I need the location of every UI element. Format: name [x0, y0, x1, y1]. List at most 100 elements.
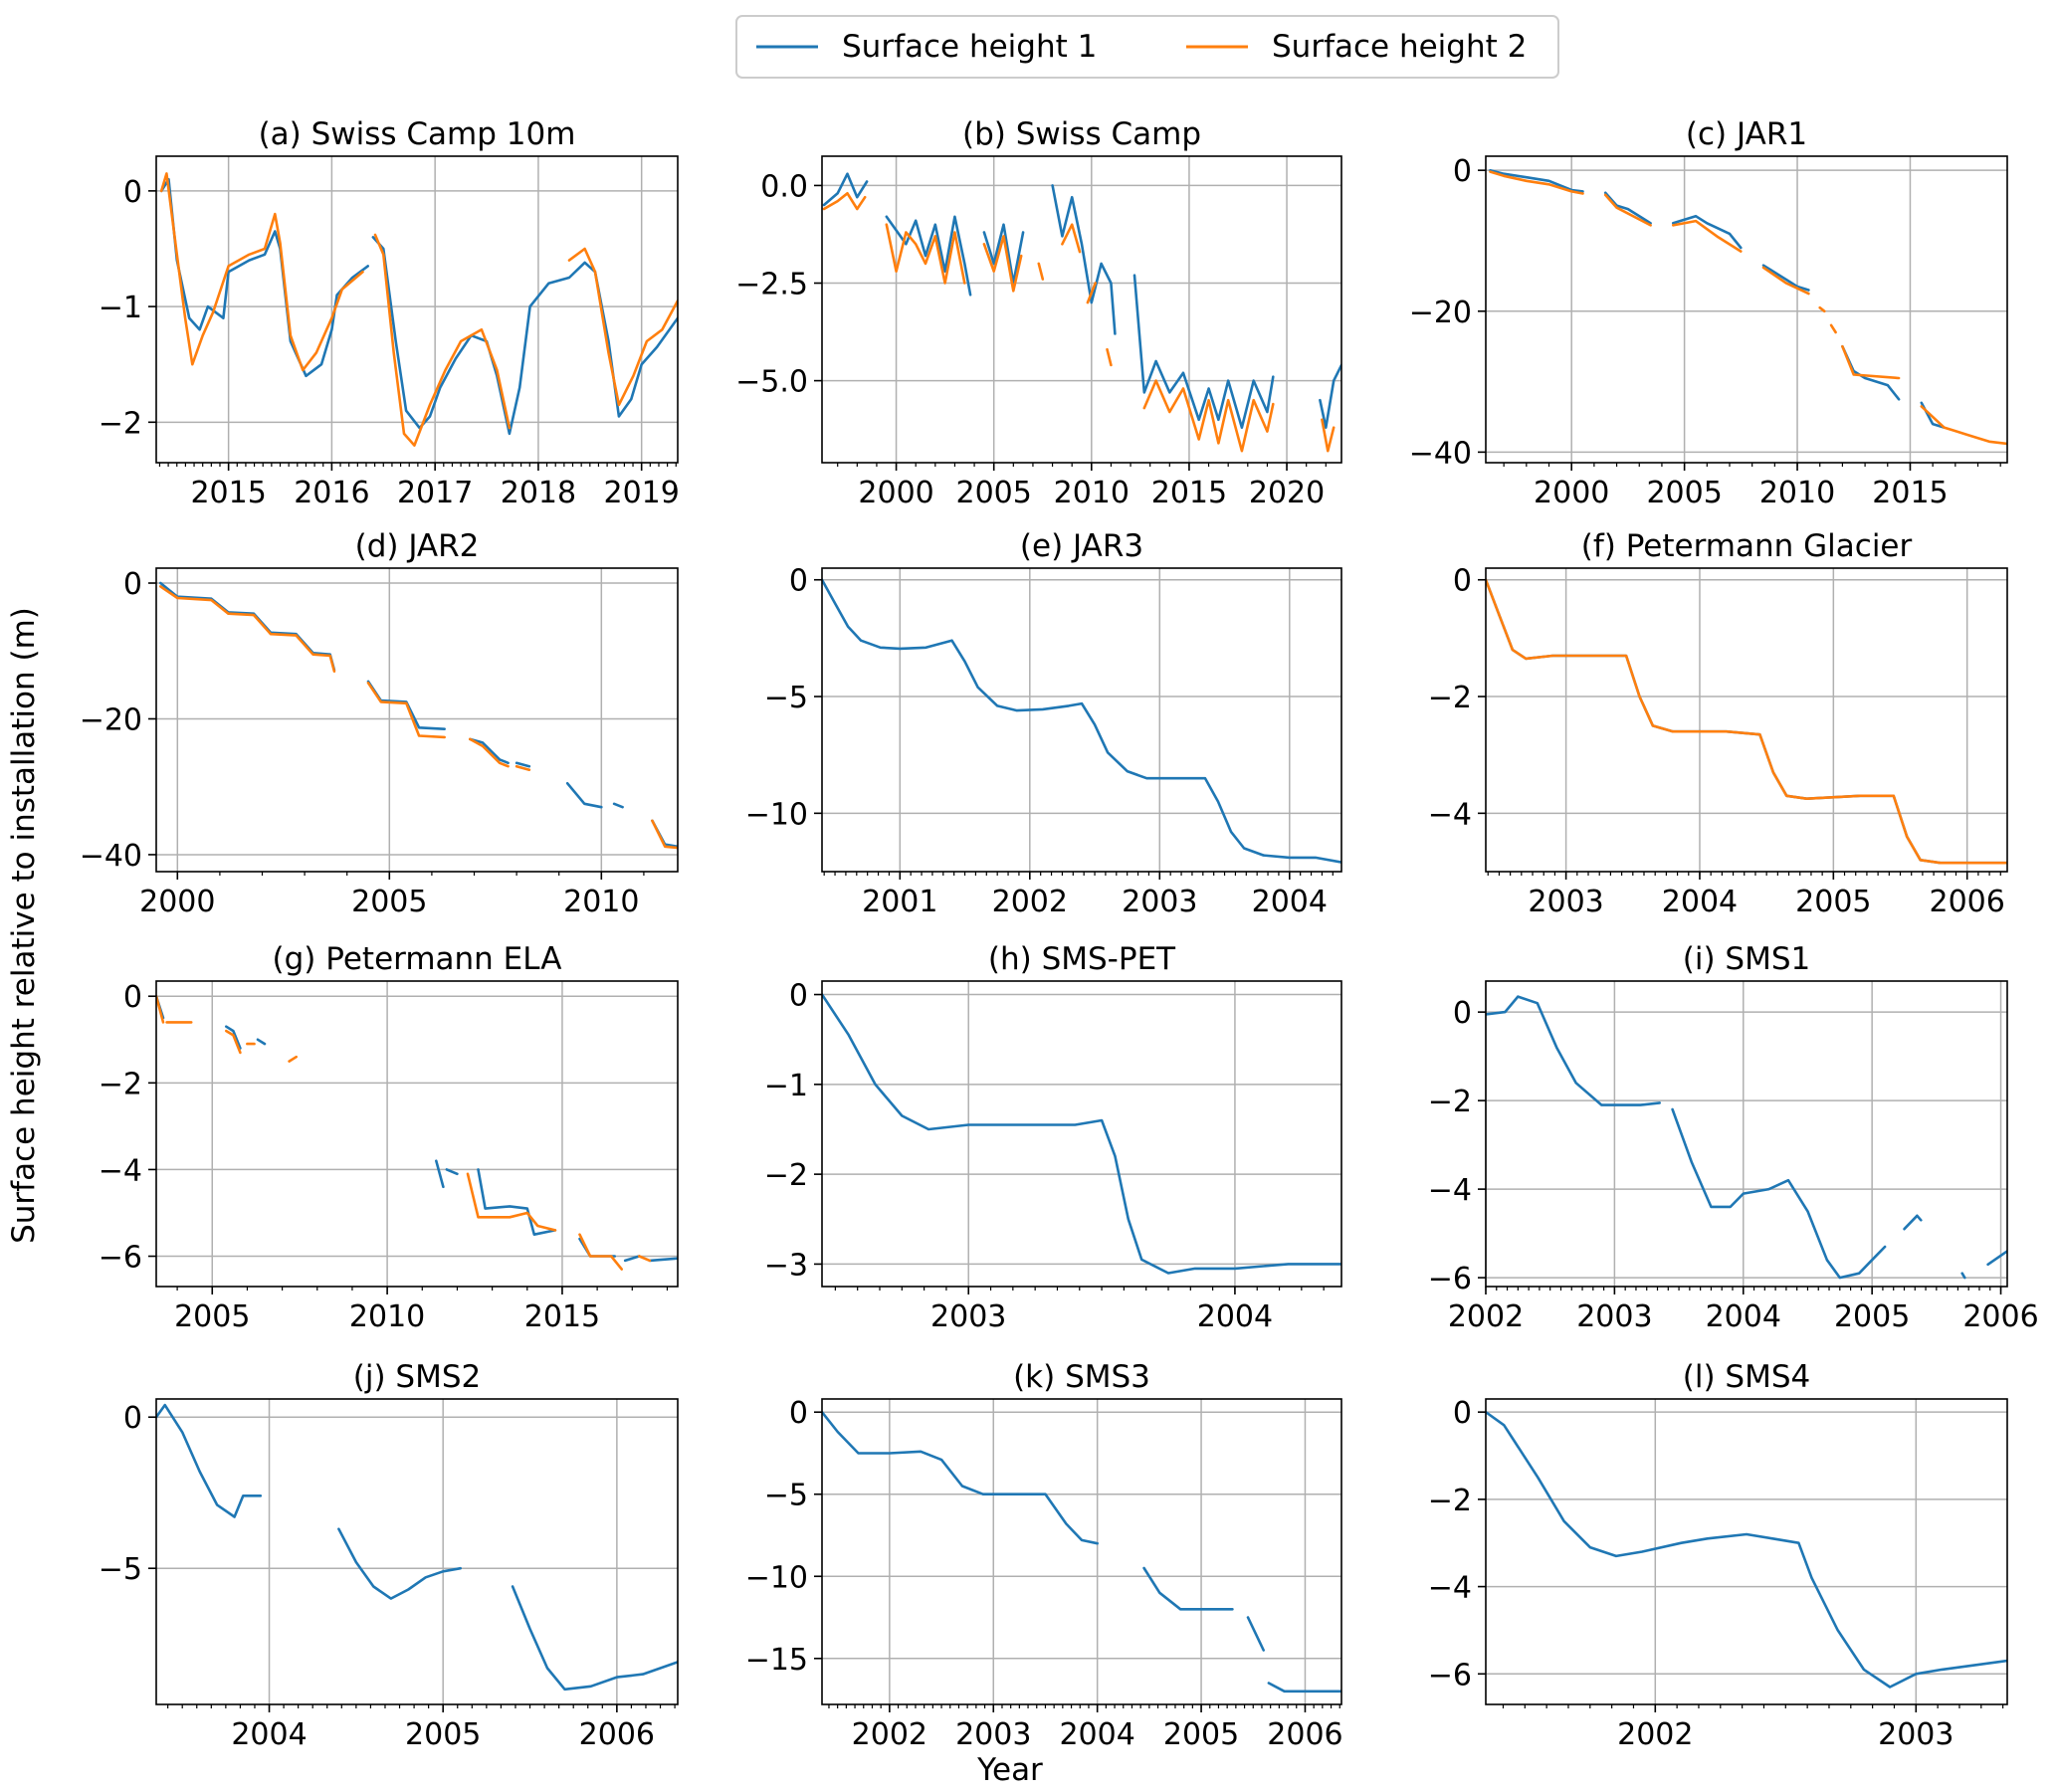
x-tick-label: 2020 — [1249, 476, 1325, 510]
x-tick-label: 2000 — [1534, 476, 1609, 510]
y-tick-label: −5 — [99, 1552, 142, 1587]
x-tick-label: 2005 — [1163, 1717, 1239, 1752]
y-tick-label: −4 — [99, 1153, 142, 1188]
y-tick-label: −10 — [745, 1560, 808, 1595]
y-tick-label: 0 — [1453, 1396, 1472, 1431]
y-tick-label: −2 — [1428, 1484, 1472, 1518]
series-line-surface-height-1 — [822, 1410, 1099, 1545]
y-tick-label: −2 — [99, 406, 142, 441]
series-group — [822, 993, 1341, 1275]
axes-frame — [155, 1398, 679, 1705]
y-tick-label: −2 — [764, 1158, 808, 1193]
series-line-surface-height-2 — [885, 223, 966, 285]
series-line-surface-height-1 — [1672, 214, 1743, 250]
panel-title: (a) Swiss Camp 10m — [259, 116, 576, 152]
series-group — [1486, 1410, 2007, 1689]
series-line-surface-height-2 — [1106, 347, 1113, 367]
panel-title: (h) SMS-PET — [988, 941, 1176, 977]
axes-frame — [821, 980, 1342, 1288]
series-line-surface-height-1 — [156, 1403, 263, 1518]
x-tick-label: 2010 — [1054, 476, 1130, 510]
y-tick-label: 0 — [789, 564, 808, 599]
panel-e-jar3: 2001 2002 2003 2004 0 −5 −10 (e) JAR3 — [745, 528, 1342, 919]
y-tick-label: −20 — [1409, 296, 1472, 330]
panel-title: (d) JAR2 — [355, 528, 480, 564]
axes-frame — [155, 567, 679, 873]
x-tick-label: 2015 — [1872, 476, 1948, 510]
series-line-surface-height-1 — [1246, 1616, 1265, 1652]
series-group — [156, 1403, 678, 1692]
x-tick-label: 2003 — [1122, 885, 1197, 919]
series-line-surface-height-2 — [288, 1055, 298, 1063]
x-tick-label: 2004 — [1197, 1299, 1273, 1334]
x-tick-label: 2002 — [1448, 1299, 1524, 1334]
series-line-surface-height-1 — [822, 172, 869, 207]
series-line-surface-height-2 — [1841, 344, 1901, 380]
panel-title: (l) SMS4 — [1683, 1359, 1810, 1395]
y-tick-label: −4 — [1428, 1571, 1472, 1606]
series-line-surface-height-2 — [1672, 219, 1743, 253]
x-tick-label: 2005 — [1646, 476, 1722, 510]
x-tick-label: 2010 — [1759, 476, 1835, 510]
x-tick-label: 2005 — [174, 1299, 250, 1334]
series-line-surface-height-1 — [982, 223, 1025, 285]
series-line-surface-height-2 — [1486, 578, 2007, 865]
y-tick-label: −3 — [764, 1248, 808, 1283]
series-line-surface-height-1 — [511, 1585, 678, 1692]
series-line-surface-height-2 — [1037, 262, 1045, 281]
panel-title: (g) Petermann ELA — [273, 941, 562, 977]
y-tick-label: −10 — [745, 797, 808, 832]
x-tick-label: 2004 — [1252, 885, 1328, 919]
series-line-surface-height-2 — [373, 233, 512, 447]
x-tick-label: 2004 — [231, 1717, 307, 1752]
y-tick-label: −4 — [1428, 1173, 1472, 1208]
x-tick-label: 2019 — [604, 476, 680, 510]
y-tick-label: 0 — [123, 567, 142, 602]
series-line-surface-height-1 — [1051, 184, 1117, 335]
panel-title: (c) JAR1 — [1686, 116, 1807, 152]
panel-i-sms1: 2002 2003 2004 2005 2006 0 −2 −4 −6 (i) SMS1 — [1428, 941, 2039, 1334]
panel-title: (f) Petermann Glacier — [1581, 528, 1913, 564]
legend-label-surface-height-1: Surface height 1 — [842, 29, 1097, 65]
legend-frame — [735, 15, 1559, 79]
panel-g-petermann-ela: 2005 2010 2015 0 −2 −4 −6 (g) Petermann ELA — [99, 941, 679, 1334]
x-tick-label: 2005 — [956, 476, 1032, 510]
series-line-surface-height-2 — [638, 1255, 652, 1263]
axes-frame — [1485, 980, 2008, 1288]
x-tick-label: 2017 — [397, 476, 473, 510]
series-line-surface-height-1 — [1603, 191, 1652, 225]
y-tick-label: −2 — [99, 1067, 142, 1101]
series-line-surface-height-2 — [156, 994, 165, 1024]
panel-k-sms3: 2002 2003 2004 2005 2006 0 −5 −10 −15 (k) SMS3 — [745, 1359, 1343, 1752]
y-tick-label: −5 — [764, 681, 808, 715]
series-line-surface-height-2 — [1603, 193, 1652, 227]
series-line-surface-height-2 — [1761, 266, 1810, 296]
x-tick-label: 2005 — [1795, 885, 1871, 919]
x-tick-label: 2001 — [862, 885, 937, 919]
series-line-surface-height-2 — [1829, 323, 1837, 334]
series-line-surface-height-2 — [1061, 223, 1082, 254]
y-tick-label: −1 — [99, 291, 142, 325]
x-tick-label: 2010 — [563, 885, 639, 919]
series-line-surface-height-1 — [256, 1038, 267, 1046]
x-tick-label: 2004 — [1662, 885, 1738, 919]
x-tick-label: 2004 — [1706, 1299, 1781, 1334]
panel-c-jar1: 2000 2005 2010 2015 0 −20 −40 (c) JAR1 — [1409, 116, 2008, 510]
x-tick-label: 2000 — [858, 476, 933, 510]
y-tick-label: −40 — [1409, 436, 1472, 471]
series-line-surface-height-1 — [371, 236, 678, 436]
panel-title: (i) SMS1 — [1683, 941, 1810, 977]
y-tick-label: 0 — [789, 1396, 808, 1431]
series-group — [1486, 995, 2007, 1280]
axes-frame — [821, 155, 1342, 464]
x-tick-label: 2018 — [501, 476, 576, 510]
x-tick-label: 2000 — [139, 885, 215, 919]
series-line-surface-height-2 — [1920, 405, 2007, 446]
x-tick-label: 2003 — [930, 1299, 1006, 1334]
series-line-surface-height-2 — [651, 819, 678, 850]
series-line-surface-height-1 — [159, 581, 336, 672]
x-tick-label: 2002 — [852, 1717, 927, 1752]
series-line-surface-height-1 — [1319, 363, 1341, 429]
y-tick-label: −5.0 — [735, 365, 808, 400]
series-line-surface-height-1 — [648, 1257, 678, 1263]
